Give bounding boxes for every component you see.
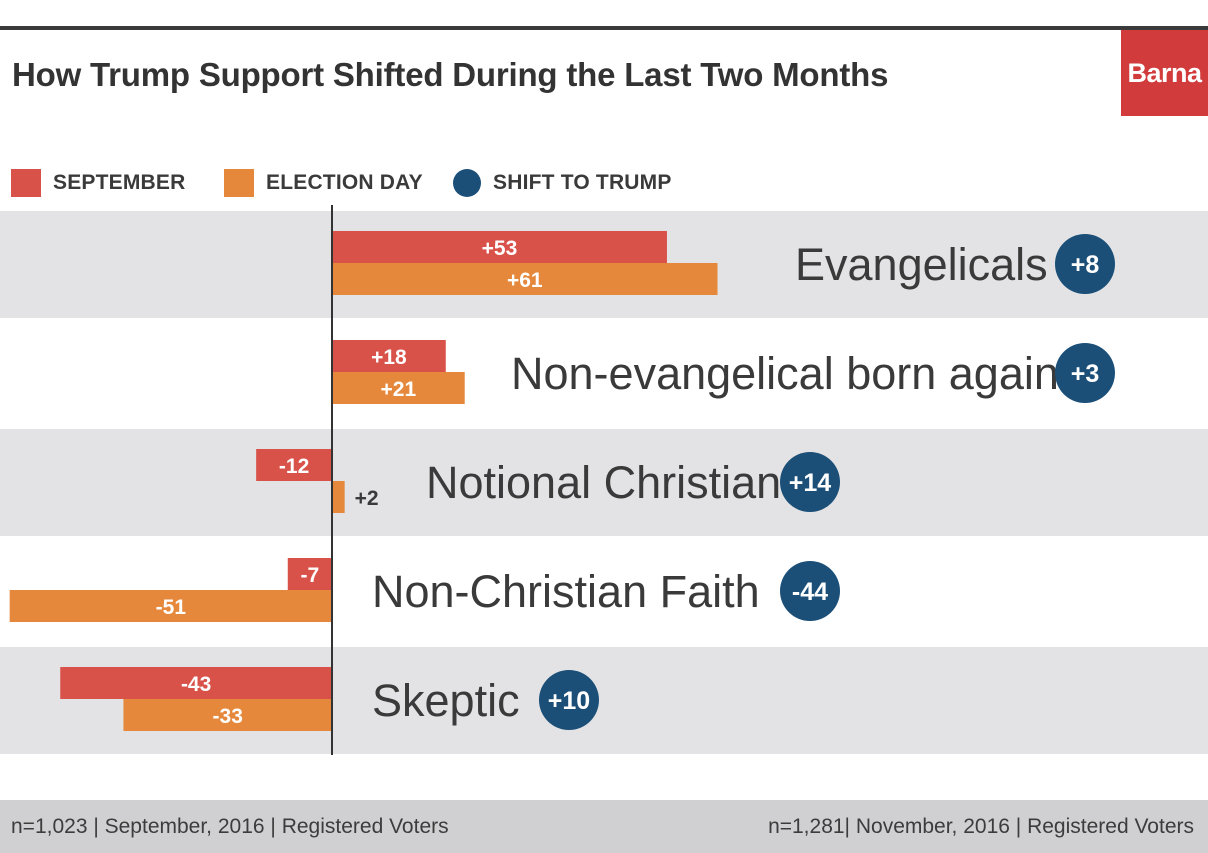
bar-label-election-day-skeptic: -33 xyxy=(213,705,243,728)
bar-september-notional-christian xyxy=(256,449,332,481)
legend-item-election-day: ELECTION DAY xyxy=(224,169,423,197)
legend-swatch-september xyxy=(11,169,41,197)
footer-sample-november: n=1,281| November, 2016 | Registered Vot… xyxy=(768,815,1194,838)
bar-label-september-skeptic: -43 xyxy=(181,673,211,696)
category-label-non-christian-faith: Non-Christian Faith xyxy=(372,566,760,617)
category-label-notional-christian: Notional Christian xyxy=(426,457,781,508)
shift-badge-notional-christian xyxy=(780,452,840,512)
shift-badge-non-evangelical-born-again xyxy=(1055,343,1115,403)
bar-september-non-christian-faith xyxy=(287,558,332,590)
bar-election-day-notional-christian xyxy=(332,481,345,513)
shift-value-evangelicals: +8 xyxy=(1071,251,1100,279)
bar-label-election-day-non-christian-faith: -51 xyxy=(156,596,187,619)
category-label-skeptic: Skeptic xyxy=(372,675,520,726)
bar-label-september-evangelicals: +53 xyxy=(482,237,518,260)
bar-election-day-non-evangelical-born-again xyxy=(332,372,465,404)
legend-item-september: SEPTEMBER xyxy=(11,169,186,197)
footer-sample-september: n=1,023 | September, 2016 | Registered V… xyxy=(11,815,449,838)
legend-swatch-election-day xyxy=(224,169,254,197)
shift-value-skeptic: +10 xyxy=(548,687,590,715)
bar-september-skeptic xyxy=(60,667,333,699)
bar-election-day-non-christian-faith xyxy=(9,590,333,622)
footer: n=1,023 | September, 2016 | Registered V… xyxy=(0,800,1208,853)
row-band-notional-christian xyxy=(0,429,1208,536)
legend-label-election-day: ELECTION DAY xyxy=(266,171,423,194)
legend-dot-shift xyxy=(453,169,481,197)
bar-label-september-non-evangelical-born-again: +18 xyxy=(371,346,407,369)
bar-label-election-day-evangelicals: +61 xyxy=(507,269,543,292)
legend-label-september: SEPTEMBER xyxy=(53,171,186,194)
shift-value-notional-christian: +14 xyxy=(789,469,832,497)
shift-value-non-christian-faith: -44 xyxy=(792,578,828,606)
category-label-evangelicals: Evangelicals xyxy=(795,239,1048,290)
bar-election-day-skeptic xyxy=(123,699,332,731)
barna-logo: Barna xyxy=(1121,30,1208,116)
bar-september-non-evangelical-born-again xyxy=(332,340,446,372)
bar-label-september-notional-christian: -12 xyxy=(279,455,309,478)
shift-badge-non-christian-faith xyxy=(780,561,840,621)
top-rule xyxy=(0,26,1208,30)
bar-label-election-day-notional-christian: +2 xyxy=(355,487,379,510)
bar-label-september-non-christian-faith: -7 xyxy=(301,564,320,587)
category-label-non-evangelical-born-again: Non-evangelical born again xyxy=(511,348,1059,399)
chart-title: How Trump Support Shifted During the Las… xyxy=(12,56,889,93)
shift-value-non-evangelical-born-again: +3 xyxy=(1071,360,1100,388)
bar-label-election-day-non-evangelical-born-again: +21 xyxy=(381,378,417,401)
bar-september-evangelicals xyxy=(332,231,667,263)
shift-badge-evangelicals xyxy=(1055,234,1115,294)
shift-badge-skeptic xyxy=(539,670,599,730)
bar-election-day-evangelicals xyxy=(332,263,718,295)
legend-label-shift: SHIFT TO TRUMP xyxy=(493,171,672,194)
legend-item-shift: SHIFT TO TRUMP xyxy=(453,169,672,197)
